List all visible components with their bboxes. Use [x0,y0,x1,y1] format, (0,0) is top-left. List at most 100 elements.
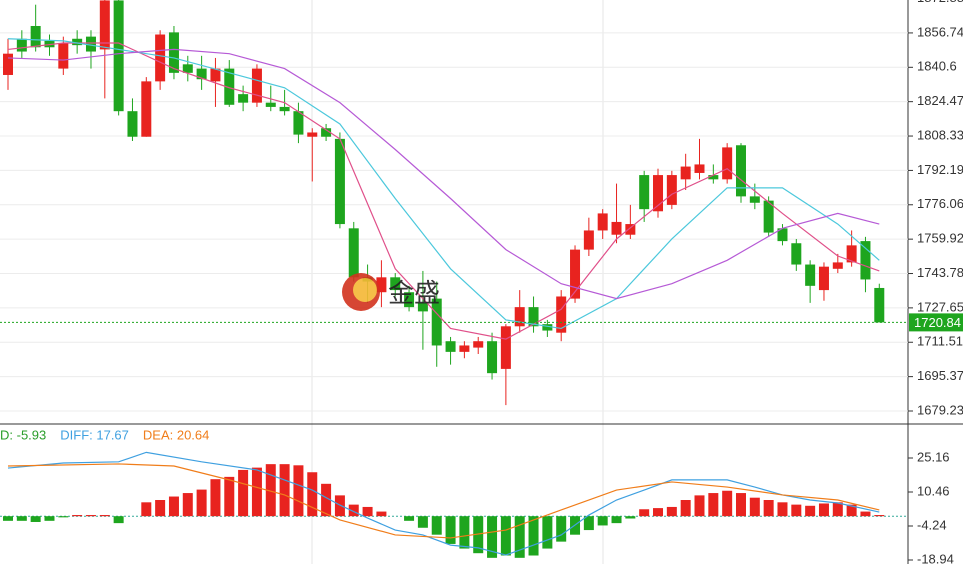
y-tick-label: 10.46 [917,483,950,498]
y-tick-label: 1679.23 [917,402,963,417]
candle-body [127,111,138,137]
macd-bar [99,515,110,517]
candle-body [874,287,885,323]
y-tick-label: 1824.47 [917,93,963,108]
y-tick-label: 1711.51 [917,334,963,349]
y-tick-label: 1792.19 [917,162,963,177]
macd-bar [708,493,719,517]
candle-body [653,175,664,212]
macd-bar [832,502,843,517]
macd-bar [735,493,746,517]
candle-body [597,213,608,231]
candle-body [570,249,581,299]
macd-bar [625,516,636,519]
macd-bar [224,476,235,517]
macd-bar [404,516,415,521]
candle-body [500,326,511,369]
candle-body [404,292,415,308]
candle-body [72,38,83,46]
macd-bar [321,483,332,517]
watermark-logo-inner [353,278,377,302]
candle-body [113,0,124,112]
macd-bar [556,516,567,542]
macd-bar [3,516,13,521]
macd-bar [251,467,262,517]
y-tick-label: 1759.92 [917,231,963,246]
candle-body [805,264,816,286]
ma-line [7,48,880,300]
candle-body [224,68,235,105]
candle-body [791,243,802,265]
candle-body [666,175,677,205]
macd-bar [722,490,733,517]
macd-bar [431,516,442,535]
watermark-text: 金盛 [388,278,440,308]
ma-line [7,42,880,340]
macd-bar [639,509,650,517]
candle-body [777,228,788,242]
candle-body [832,262,843,269]
y-tick-label: 1743.78 [917,265,963,280]
legend-entry: D: -5.93 [0,427,46,442]
candle-body [168,32,179,73]
candle-body [708,175,719,180]
y-tick-label: 1872.88 [917,0,963,5]
candle-body [749,196,760,203]
y-tick-label: -18.94 [917,551,954,564]
macd-bar [293,465,304,517]
macd-bar [694,495,705,517]
macd-bar [44,516,55,521]
macd-bar [791,504,802,517]
candle-body [210,68,221,82]
last-price-label: 1720.84 [914,315,961,330]
candle-body [556,296,567,333]
y-tick-label: 1776.06 [917,196,963,211]
watermark: 金盛 [342,273,440,311]
macd-bar [196,489,207,517]
candle-body [334,138,345,225]
y-tick-label: 1695.37 [917,368,963,383]
candle-body [694,164,705,173]
candle-body [763,200,774,233]
candle-body [99,0,110,50]
candle-body [348,228,359,278]
macd-bar [597,516,608,526]
macd-bar [265,464,276,517]
candle-body [3,53,13,75]
macd-bar [334,495,345,517]
candle-body [542,324,553,331]
macd-bar [210,479,221,517]
candle-body [293,111,304,135]
macd-bar [376,511,387,517]
macd-bar [168,496,179,517]
candle-body [722,147,733,180]
candle-body [85,36,96,52]
candle-body [376,277,387,293]
macd-bar [860,511,871,517]
candle-body [514,307,525,327]
macd-bar [279,464,290,517]
candle-body [196,68,207,80]
macd-bar [473,516,484,554]
macd-bar [500,516,511,556]
candle-body [58,43,69,69]
macd-bar [542,516,553,549]
diff-line [7,451,880,556]
macd-bar [874,515,885,517]
candle-body [611,221,622,235]
y-tick-label: 25.16 [917,449,950,464]
macd-bar [846,504,857,517]
macd-bar [805,505,816,517]
candle-body [625,224,636,235]
candle-body [735,145,746,197]
candle-body [182,64,193,73]
macd-bar [182,493,193,517]
candle-body [583,230,594,250]
candle-body [30,25,41,48]
macd-bar [666,506,677,517]
candle-body [860,241,871,280]
macd-bar [362,506,373,517]
macd-bar [459,516,470,549]
y-tick-label: -4.24 [917,517,947,532]
macd-bar [611,516,622,524]
